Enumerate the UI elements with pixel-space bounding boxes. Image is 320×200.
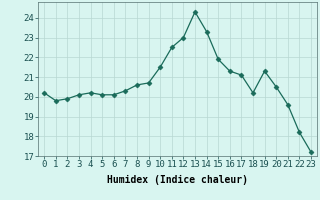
X-axis label: Humidex (Indice chaleur): Humidex (Indice chaleur)	[107, 175, 248, 185]
